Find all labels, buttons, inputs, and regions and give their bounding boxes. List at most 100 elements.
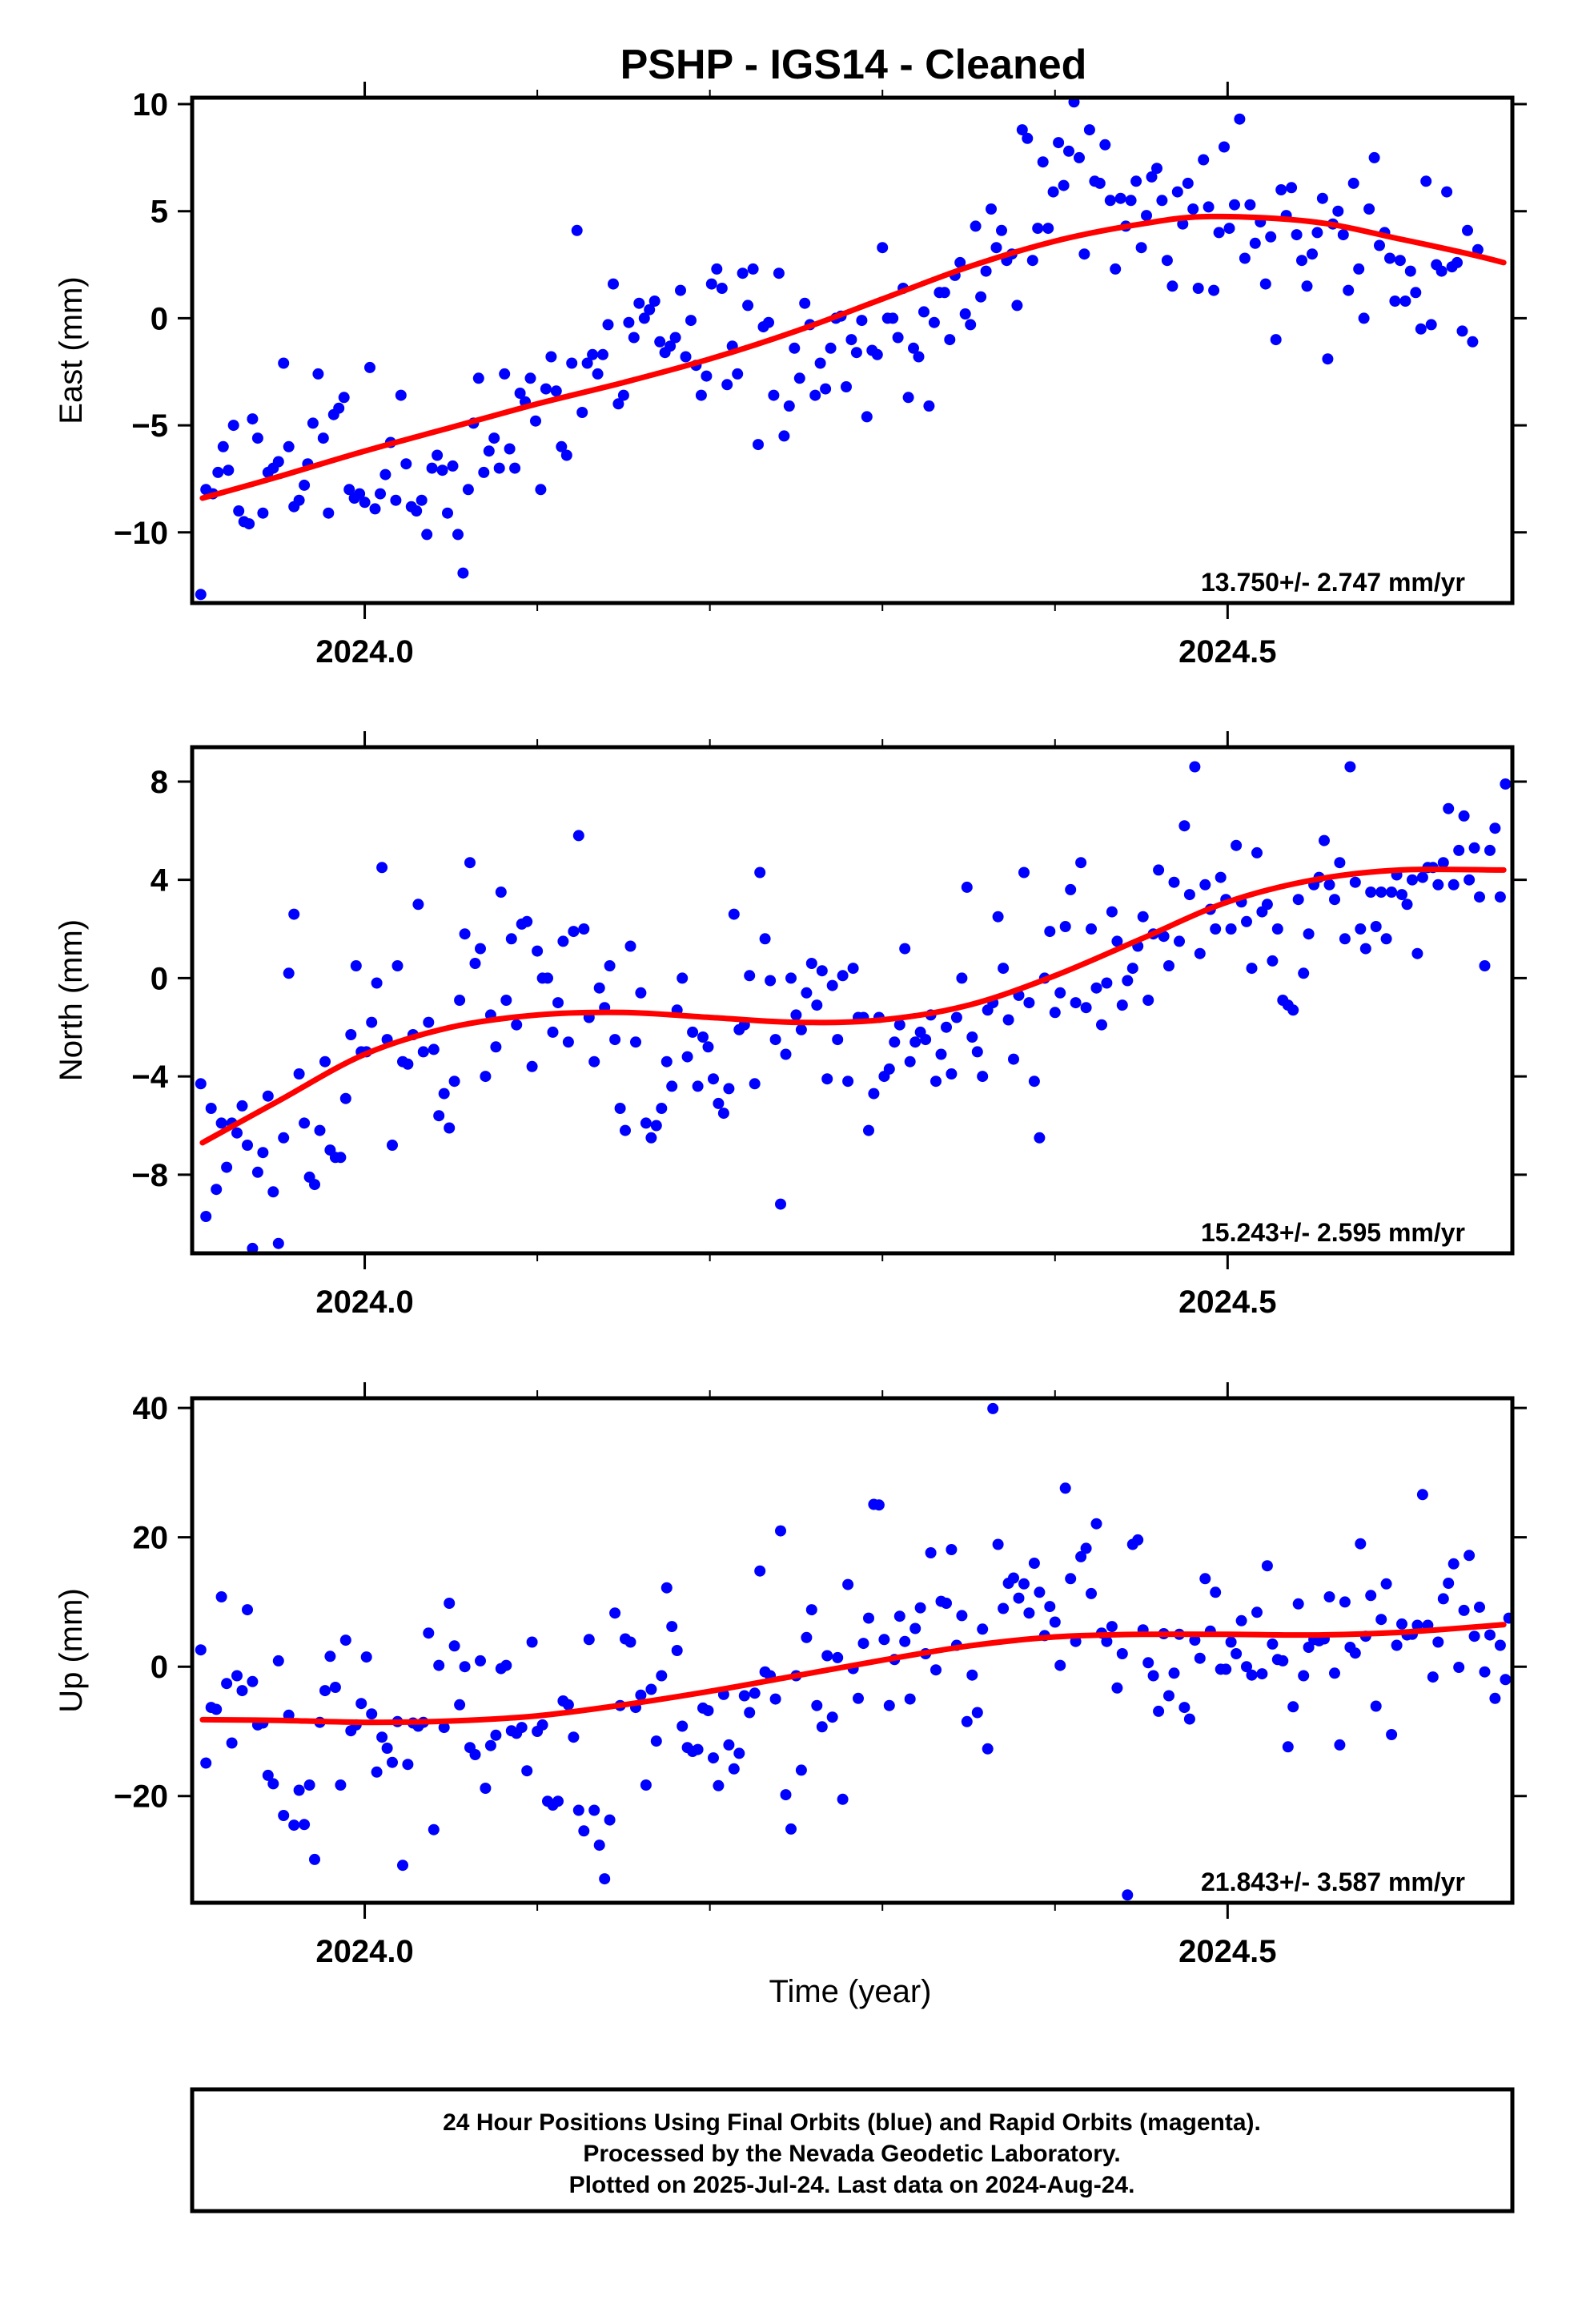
north-data-point xyxy=(475,943,486,955)
north-data-point xyxy=(692,1080,704,1092)
east-data-point xyxy=(499,368,511,380)
up-data-point xyxy=(1298,1670,1310,1682)
up-data-point xyxy=(484,1739,496,1751)
east-data-point xyxy=(556,440,568,452)
north-data-point xyxy=(1215,871,1227,883)
north-data-point xyxy=(677,972,689,984)
north-data-point xyxy=(1126,963,1138,975)
east-data-point xyxy=(307,417,319,429)
north-data-point xyxy=(588,1055,600,1068)
north-data-point xyxy=(195,1078,207,1090)
north-data-point xyxy=(1246,963,1258,975)
north-data-point xyxy=(505,933,517,945)
up-data-point xyxy=(262,1769,274,1781)
up-data-point xyxy=(1396,1618,1407,1630)
up-data-point xyxy=(1044,1601,1056,1613)
east-data-point xyxy=(928,316,940,328)
up-x-tick-label: 2024.0 xyxy=(315,1934,413,1969)
east-data-point xyxy=(1026,255,1038,267)
up-data-point xyxy=(1391,1639,1403,1651)
north-data-point xyxy=(842,1076,854,1088)
east-data-point xyxy=(1135,242,1147,254)
east-data-point xyxy=(1125,195,1137,207)
north-data-point xyxy=(526,1060,538,1072)
up-data-point xyxy=(1447,1558,1460,1570)
east-data-point xyxy=(212,466,224,478)
east-data-point xyxy=(850,347,862,359)
north-data-point xyxy=(278,1132,290,1144)
up-data-point xyxy=(837,1793,849,1805)
north-data-point xyxy=(1474,891,1485,903)
north-panel: 2024.0 2024.5 −8 −4 0 4 8 North (mm) 15.243+/- 2… xyxy=(54,731,1527,1320)
up-data-point xyxy=(677,1720,689,1732)
up-data-point xyxy=(1132,1534,1144,1546)
up-data-point xyxy=(469,1749,481,1760)
up-fit-curve xyxy=(199,1622,1507,1726)
up-data-point xyxy=(1054,1659,1066,1671)
north-data-point xyxy=(1500,778,1512,790)
east-data-point xyxy=(1301,280,1313,292)
up-data-point xyxy=(971,1707,983,1719)
east-data-point xyxy=(783,400,795,412)
up-data-point xyxy=(1370,1700,1382,1712)
east-data-point xyxy=(938,287,950,299)
up-data-point xyxy=(278,1810,290,1821)
east-data-point xyxy=(442,507,453,519)
up-data-point xyxy=(1411,1619,1423,1631)
north-data-point xyxy=(272,1237,284,1249)
east-data-point xyxy=(1316,192,1328,204)
north-data-point xyxy=(1199,879,1211,891)
east-data-point xyxy=(592,368,604,380)
north-data-point xyxy=(1178,820,1191,832)
north-data-point xyxy=(242,1140,253,1151)
east-data-point xyxy=(975,291,987,303)
north-data-point xyxy=(293,1068,305,1080)
up-data-point xyxy=(1122,1889,1134,1901)
north-data-point xyxy=(257,1147,269,1159)
east-data-point xyxy=(1435,265,1447,277)
north-data-point xyxy=(620,1124,631,1136)
up-data-point xyxy=(998,1602,1010,1614)
up-data-point xyxy=(329,1682,341,1693)
north-data-point xyxy=(1158,931,1170,943)
east-data-point xyxy=(1166,280,1178,292)
east-data-point xyxy=(675,284,686,296)
up-data-point xyxy=(335,1779,347,1791)
north-data-point xyxy=(480,1071,492,1083)
north-data-point xyxy=(1122,975,1134,987)
up-data-point xyxy=(572,1804,584,1816)
east-data-point xyxy=(1337,229,1349,241)
east-data-point xyxy=(602,319,614,331)
north-data-point xyxy=(288,908,300,920)
east-data-point xyxy=(1094,177,1106,189)
north-data-point xyxy=(883,1063,895,1075)
east-data-point xyxy=(379,468,391,480)
east-data-point xyxy=(272,456,284,468)
up-data-point xyxy=(1282,1741,1294,1753)
north-data-point xyxy=(1319,834,1330,846)
east-data-point xyxy=(773,267,785,279)
up-data-point xyxy=(500,1659,512,1671)
up-data-point xyxy=(1503,1612,1512,1624)
up-data-point xyxy=(1194,1652,1206,1664)
up-data-point xyxy=(599,1873,611,1885)
east-data-point xyxy=(1063,145,1074,157)
east-data-point xyxy=(1156,195,1168,207)
up-data-point xyxy=(1049,1616,1061,1628)
up-data-point xyxy=(303,1779,315,1791)
up-data-point xyxy=(795,1764,807,1776)
up-data-point xyxy=(433,1659,445,1671)
north-data-point xyxy=(1484,844,1496,856)
east-y-tick-label: 5 xyxy=(151,195,168,230)
north-data-point xyxy=(500,995,512,1006)
east-data-point xyxy=(472,372,484,384)
up-data-point xyxy=(1034,1586,1046,1598)
north-data-point xyxy=(1380,933,1392,945)
up-data-point xyxy=(930,1664,942,1676)
up-data-point xyxy=(749,1687,761,1699)
up-data-point xyxy=(1101,1635,1113,1647)
east-data-point xyxy=(913,351,925,363)
north-data-point xyxy=(1411,947,1423,959)
up-data-point xyxy=(1437,1593,1449,1605)
east-data-point xyxy=(965,319,977,331)
